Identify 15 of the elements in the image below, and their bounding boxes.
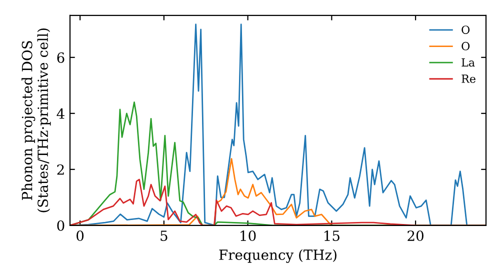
y-axis-title: Phonon projected DOS (States/THz·primitive cell) <box>22 28 51 212</box>
legend-label: La <box>462 58 475 67</box>
x-axis-title: Frequency (THz) <box>219 249 336 263</box>
x-tick-label: 5 <box>160 230 168 242</box>
y-tick-label: 0 <box>57 220 64 231</box>
legend-label: O <box>462 26 470 34</box>
y-tick-label: 6 <box>57 52 64 63</box>
y-tick-label: 4 <box>56 108 64 119</box>
legend-label: Re <box>462 74 476 83</box>
x-tick-label: 0 <box>76 230 84 242</box>
x-tick-label: 15 <box>324 230 340 242</box>
legend-label: O <box>462 42 470 50</box>
x-tick-label: 20 <box>408 230 424 242</box>
y-tick-label: 2 <box>57 164 64 175</box>
x-tick-label: 10 <box>240 230 256 242</box>
